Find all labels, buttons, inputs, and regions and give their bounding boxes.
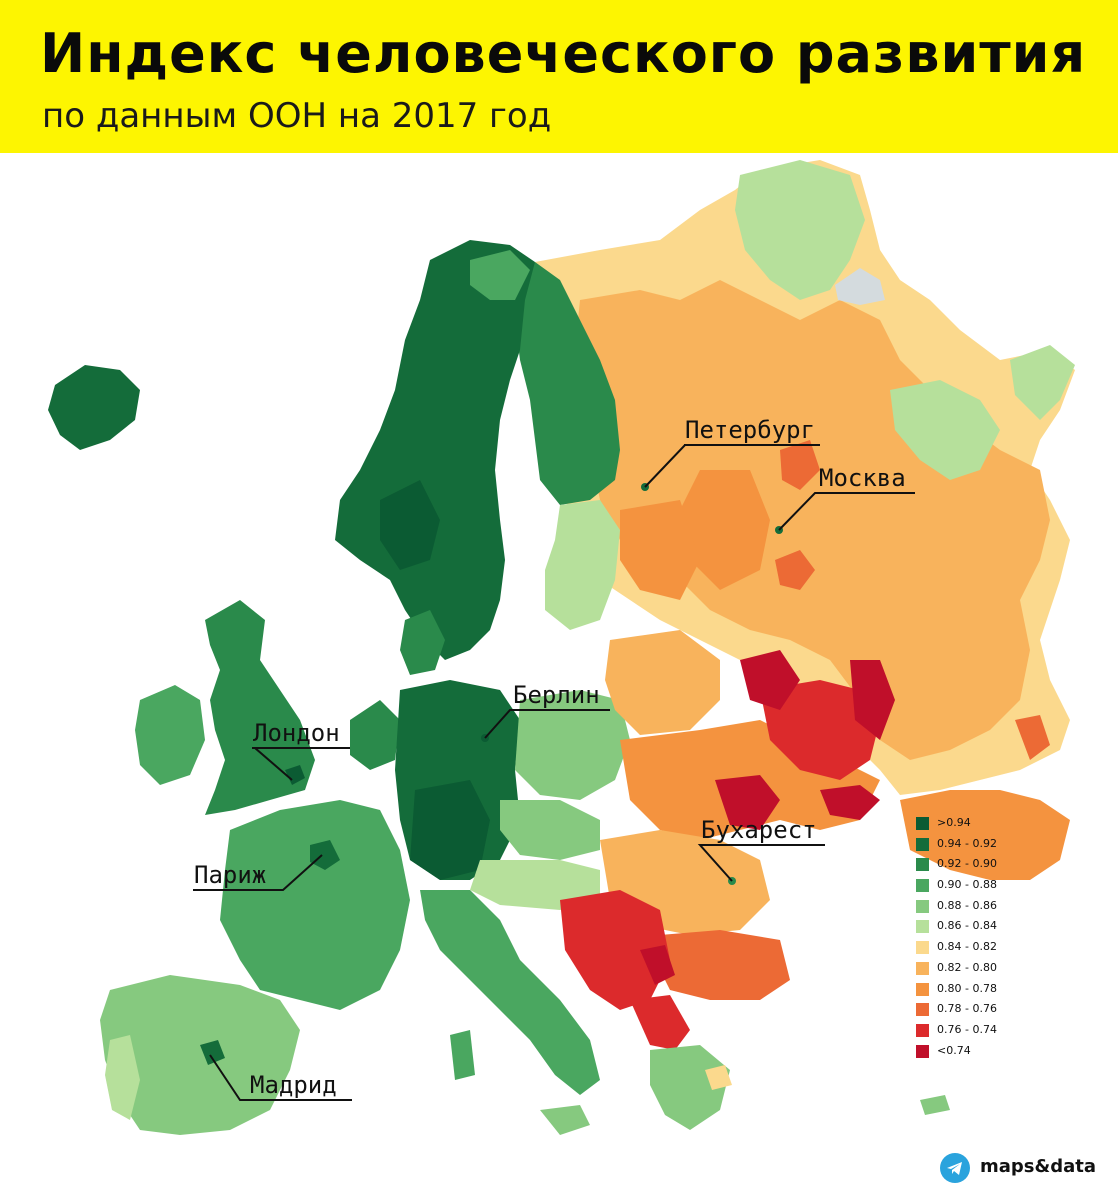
region-ukraine-east (760, 680, 880, 780)
region-czech-slovakia (500, 800, 600, 860)
region-great-britain (205, 600, 315, 815)
map-title: Индекс человеческого развития (40, 22, 1087, 85)
legend-label: 0.76 - 0.74 (937, 1022, 997, 1036)
region-norway-light (470, 250, 530, 300)
legend-swatch (916, 899, 929, 913)
region-moscow-orange (780, 440, 820, 490)
legend-item: 0.84 - 0.82 (913, 938, 1063, 959)
region-poland (515, 690, 630, 800)
city-label-bucharest: Бухарест (700, 816, 818, 846)
city-label-moscow: Москва (818, 464, 907, 494)
legend-swatch (916, 817, 929, 830)
region-arkhangelsk (735, 160, 865, 300)
region-denmark (400, 610, 445, 675)
region-london (285, 765, 305, 785)
city-label-madrid: Мадрид (249, 1071, 338, 1101)
title-banner: Индекс человеческого развития по данным … (0, 0, 1118, 153)
region-greece-islands (705, 1065, 732, 1090)
legend-swatch (916, 961, 929, 975)
legend-label: 0.80 - 0.78 (937, 981, 997, 995)
region-ukraine-red (740, 650, 800, 710)
map-legend: >0.94 0.94 - 0.92 0.92 - 0.90 0.90 - 0.88 0.… (913, 814, 1063, 1062)
legend-label: 0.88 - 0.86 (937, 898, 997, 912)
legend-label: >0.94 (937, 816, 971, 829)
legend-item: 0.88 - 0.86 (913, 897, 1063, 918)
region-caucasus (900, 790, 1070, 880)
legend-label: 0.82 - 0.80 (937, 960, 997, 974)
region-moldova-red (715, 775, 780, 830)
region-portugal (105, 1035, 140, 1120)
region-albania-north-macedonia (630, 995, 690, 1050)
region-crimea-red (820, 785, 880, 820)
legend-label: 0.90 - 0.88 (937, 878, 997, 892)
legend-item: 0.76 - 0.74 (913, 1021, 1063, 1042)
region-dagestan (1015, 715, 1050, 760)
region-tula-orange (775, 550, 815, 590)
legend-label: 0.94 - 0.92 (937, 836, 997, 850)
region-madrid (200, 1040, 225, 1065)
region-finland (515, 262, 620, 505)
region-germany-south (410, 780, 490, 880)
region-bosnia (640, 945, 675, 985)
region-paris (310, 840, 340, 870)
legend-item: <0.74 (913, 1042, 1063, 1063)
legend-item: 0.90 - 0.88 (913, 876, 1063, 897)
europe-hdi-map (48, 160, 1075, 1135)
region-cyprus (920, 1095, 950, 1115)
region-bulgaria (655, 930, 790, 1000)
legend-item: 0.92 - 0.90 (913, 855, 1063, 876)
region-france (220, 800, 410, 1010)
legend-item: 0.86 - 0.84 (913, 917, 1063, 938)
region-sweden-dark (380, 480, 440, 570)
city-label-petersburg: Петербург (684, 416, 817, 446)
region-donbas-red (850, 660, 895, 740)
city-label-london: Лондон (252, 719, 341, 749)
legend-swatch (916, 982, 929, 996)
region-ireland (135, 685, 205, 785)
legend-item: 0.78 - 0.76 (913, 1000, 1063, 1021)
legend-swatch (916, 879, 929, 893)
legend-swatch (916, 1003, 929, 1017)
legend-item: 0.94 - 0.92 (913, 835, 1063, 856)
region-volga-orange (620, 500, 700, 600)
legend-swatch (916, 837, 929, 851)
region-scandinavia (335, 240, 535, 660)
region-austria-hungary (470, 860, 600, 910)
legend-swatch (916, 1044, 929, 1058)
region-belarus (605, 630, 720, 735)
legend-item: >0.94 (913, 814, 1063, 835)
region-baltics (545, 500, 620, 630)
region-iceland (48, 365, 140, 450)
legend-label: <0.74 (937, 1043, 971, 1057)
region-tyumen-green (1010, 345, 1075, 420)
legend-label: 0.86 - 0.84 (937, 919, 997, 933)
brand-name: maps&data (980, 1156, 1096, 1177)
region-serbia (560, 890, 670, 1010)
legend-label: 0.78 - 0.76 (937, 1002, 997, 1016)
legend-swatch (916, 1023, 929, 1037)
legend-swatch (916, 858, 929, 872)
region-sicily (540, 1105, 590, 1135)
region-benelux (350, 700, 400, 770)
region-urals-green (890, 380, 1000, 480)
region-nodata (835, 268, 885, 305)
legend-swatch (916, 920, 929, 934)
map-subtitle: по данным ООН на 2017 год (42, 96, 552, 136)
region-iberia (100, 975, 300, 1135)
legend-label: 0.84 - 0.82 (937, 940, 997, 954)
region-sardinia (450, 1030, 475, 1080)
region-central-orange (680, 470, 770, 590)
legend-item: 0.80 - 0.78 (913, 980, 1063, 1001)
legend-swatch (916, 941, 929, 955)
region-italy (420, 890, 600, 1095)
city-label-paris: Париж (193, 861, 268, 891)
city-label-berlin: Берлин (512, 681, 601, 711)
legend-item: 0.82 - 0.80 (913, 959, 1063, 980)
legend-label: 0.92 - 0.90 (937, 857, 997, 871)
region-greece (650, 1045, 730, 1130)
telegram-icon (940, 1153, 970, 1183)
